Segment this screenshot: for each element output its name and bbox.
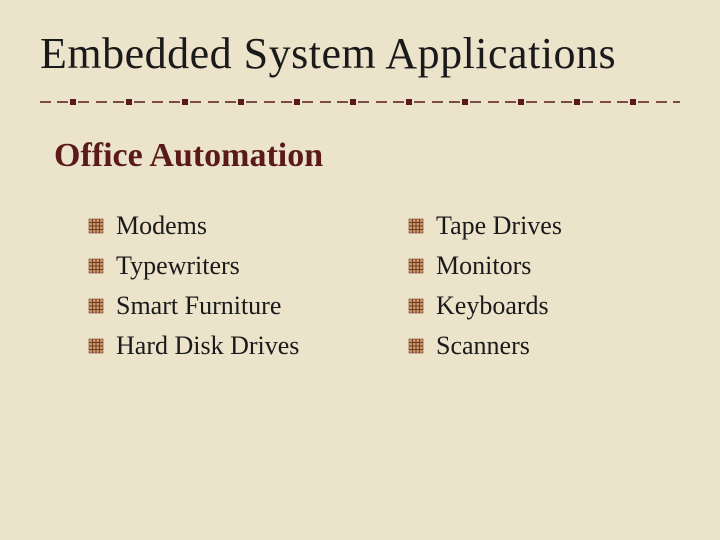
bullet-icon <box>88 218 104 234</box>
bullet-column-left: Modems Typewriters Smart Furniture Hard … <box>88 211 368 361</box>
list-item: Modems <box>88 211 368 241</box>
bullet-column-right: Tape Drives Monitors Keyboards Scanners <box>408 211 648 361</box>
list-item: Hard Disk Drives <box>88 331 368 361</box>
list-item: Smart Furniture <box>88 291 368 321</box>
bullet-icon <box>408 218 424 234</box>
bullet-text: Hard Disk Drives <box>116 331 299 361</box>
bullet-icon <box>408 258 424 274</box>
bullet-text: Smart Furniture <box>116 291 281 321</box>
list-item: Monitors <box>408 251 648 281</box>
bullet-icon <box>408 298 424 314</box>
bullet-icon <box>88 258 104 274</box>
section-heading: Office Automation <box>54 137 680 175</box>
page-title: Embedded System Applications <box>40 28 680 79</box>
bullet-icon <box>408 338 424 354</box>
bullet-text: Scanners <box>436 331 530 361</box>
list-item: Scanners <box>408 331 648 361</box>
bullet-icon <box>88 338 104 354</box>
bullet-text: Tape Drives <box>436 211 562 241</box>
list-item: Keyboards <box>408 291 648 321</box>
list-item: Typewriters <box>88 251 368 281</box>
bullet-text: Keyboards <box>436 291 549 321</box>
slide: Embedded System Applications Office Auto… <box>0 0 720 540</box>
bullet-text: Typewriters <box>116 251 240 281</box>
bullet-text: Monitors <box>436 251 531 281</box>
list-item: Tape Drives <box>408 211 648 241</box>
divider <box>40 97 680 107</box>
bullet-icon <box>88 298 104 314</box>
bullet-columns: Modems Typewriters Smart Furniture Hard … <box>88 211 680 361</box>
bullet-text: Modems <box>116 211 207 241</box>
